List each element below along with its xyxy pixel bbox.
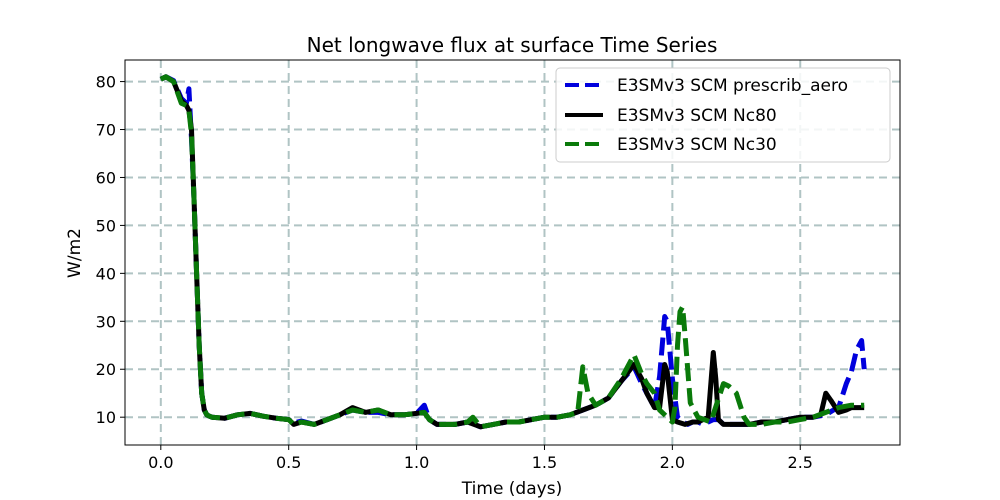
y-tick-label: 20 bbox=[96, 360, 116, 379]
plot-frame bbox=[124, 59, 901, 446]
chart-title: Net longwave flux at surface Time Series bbox=[307, 33, 718, 57]
y-tick-label: 10 bbox=[96, 408, 116, 427]
x-tick-label: 1.5 bbox=[532, 453, 557, 472]
legend-label-nc30: E3SMv3 SCM Nc30 bbox=[617, 135, 777, 155]
y-tick-label: 60 bbox=[96, 168, 116, 187]
x-tick-label: 2.0 bbox=[660, 453, 685, 472]
x-tick-label: 1.0 bbox=[404, 453, 429, 472]
y-tick-label: 30 bbox=[96, 312, 116, 331]
x-tick-label: 2.5 bbox=[788, 453, 813, 472]
y-tick-label: 40 bbox=[96, 264, 116, 283]
axis-ticks: 0.0 0.5 1.0 1.5 2.0 2.5 10 20 30 40 50 60 70 80 bbox=[96, 73, 813, 472]
x-axis-label: Time (days) bbox=[461, 479, 562, 499]
y-tick-label: 70 bbox=[96, 121, 116, 140]
y-tick-label: 80 bbox=[96, 73, 116, 92]
x-tick-label: 0.0 bbox=[148, 453, 173, 472]
data-series bbox=[159, 74, 867, 430]
x-tick-label: 0.5 bbox=[276, 453, 301, 472]
series-line-nc30 bbox=[159, 74, 865, 430]
legend-label-nc80: E3SMv3 SCM Nc80 bbox=[617, 106, 777, 126]
legend: E3SMv3 SCM prescrib_aero E3SMv3 SCM Nc80… bbox=[555, 67, 891, 163]
legend-label-prescrib-aero: E3SMv3 SCM prescrib_aero bbox=[617, 76, 848, 96]
y-tick-label: 50 bbox=[96, 216, 116, 235]
legend-box bbox=[555, 67, 891, 163]
y-axis-label: W/m2 bbox=[65, 228, 85, 278]
